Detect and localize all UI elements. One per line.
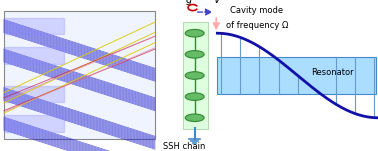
Circle shape [185,29,204,37]
Circle shape [185,114,204,122]
Circle shape [185,93,204,100]
Bar [4,47,64,64]
FancyBboxPatch shape [4,11,155,139]
Text: g: g [186,0,192,5]
Text: Resonator: Resonator [311,68,354,77]
Text: of frequency Ω: of frequency Ω [226,21,288,30]
Circle shape [185,72,204,79]
Text: SSH chain: SSH chain [163,142,206,151]
Circle shape [185,51,204,58]
Bar [4,86,64,102]
Text: V: V [213,0,220,5]
Bar [4,18,64,34]
FancyBboxPatch shape [183,22,208,129]
Text: Cavity mode: Cavity mode [231,6,284,15]
FancyBboxPatch shape [217,57,376,94]
Bar [4,115,64,132]
